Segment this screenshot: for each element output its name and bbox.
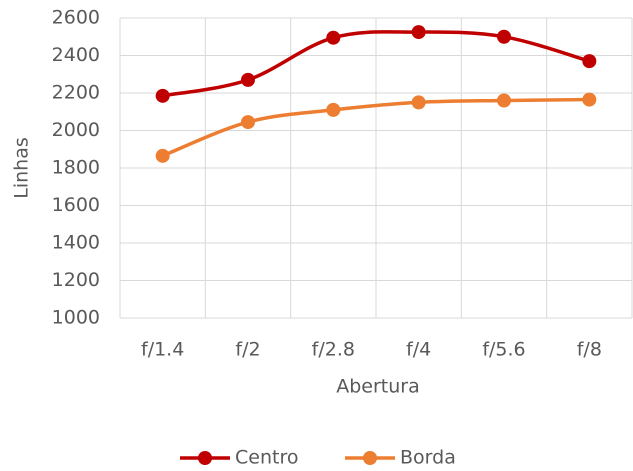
data-point <box>241 115 255 130</box>
y-tick-label: 2000 <box>52 119 100 141</box>
x-tick-label: f/4 <box>406 339 431 361</box>
series-line <box>162 97 590 158</box>
x-tick-label: f/2.8 <box>312 339 355 361</box>
data-point <box>326 30 341 45</box>
data-point <box>155 148 170 163</box>
y-tick-label: 1200 <box>52 269 100 291</box>
data-point <box>411 25 426 40</box>
y-tick-label: 1000 <box>52 307 100 329</box>
y-tick-label: 2600 <box>52 7 100 29</box>
y-tick-label: 1800 <box>52 157 100 179</box>
legend-label: Centro <box>235 447 298 469</box>
legend-marker <box>198 451 212 465</box>
data-point <box>582 54 597 69</box>
y-tick-label: 2200 <box>52 82 100 104</box>
y-tick-label: 1400 <box>52 232 100 254</box>
x-tick-label: f/5.6 <box>482 339 525 361</box>
data-point <box>326 102 341 117</box>
y-axis-title: Linhas <box>11 137 33 199</box>
data-point <box>497 93 511 108</box>
data-point <box>582 92 597 107</box>
data-point <box>497 29 511 44</box>
x-tick-label: f/1.4 <box>141 339 184 361</box>
legend-label: Borda <box>400 447 456 469</box>
data-point <box>155 88 170 103</box>
x-tick-label: f/2 <box>235 339 260 361</box>
data-point <box>241 72 255 87</box>
legend-marker <box>363 451 377 465</box>
series-line <box>162 30 590 98</box>
x-tick-label: f/8 <box>577 339 602 361</box>
y-tick-label: 2400 <box>52 44 100 66</box>
x-axis-title: Abertura <box>336 376 420 398</box>
data-point <box>411 95 426 110</box>
y-tick-label: 1600 <box>52 194 100 216</box>
